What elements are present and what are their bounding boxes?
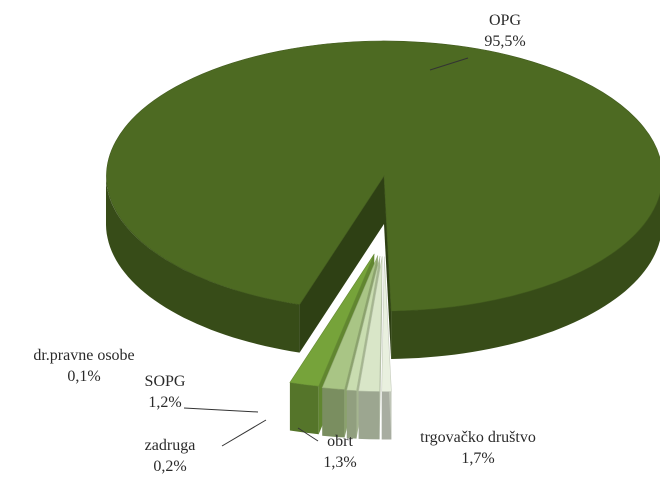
pie-slice-cut [384, 176, 392, 359]
pie-slice-wall [391, 192, 660, 359]
pie-slice-top [381, 256, 392, 392]
pie-slice-0 [106, 40, 660, 359]
slice-label-4: SOPG [145, 373, 186, 390]
leader-line-0 [429, 57, 469, 71]
slice-label-1: trgovačko društvo [420, 429, 536, 446]
slice-value-0: 95,5% [484, 33, 525, 50]
pie-slice-top [289, 253, 375, 387]
pie-slice-4 [358, 256, 383, 440]
leader-line-2 [297, 427, 319, 442]
leader-line-3 [221, 419, 267, 447]
pie-slice-wall [289, 382, 319, 435]
pie-slice-wall [106, 176, 300, 353]
slice-value-3: 0,2% [153, 458, 186, 475]
pie-slice-wall [381, 391, 392, 440]
pie-slice-top [358, 256, 383, 392]
pie-slice-5 [381, 256, 392, 440]
slice-value-4: 1,2% [148, 394, 181, 411]
leader-line-4 [183, 407, 259, 413]
pie-slice-top [321, 255, 379, 390]
slice-label-3: zadruga [145, 437, 196, 454]
slice-label-5: dr.pravne osobe [33, 347, 134, 364]
pie-slice-wall [322, 387, 345, 438]
slice-value-2: 1,3% [323, 454, 356, 471]
pie-slice-wall [358, 390, 380, 440]
pie-slice-wall [346, 390, 357, 439]
slice-label-2: obrt [327, 433, 353, 450]
slice-label-0: OPG [489, 12, 521, 29]
slice-value-1: 1,7% [461, 450, 494, 467]
pie-slice-top [346, 256, 381, 391]
pie-slice-cut [299, 176, 384, 353]
slice-value-5: 0,1% [67, 368, 100, 385]
pie-slice-top [106, 40, 660, 312]
